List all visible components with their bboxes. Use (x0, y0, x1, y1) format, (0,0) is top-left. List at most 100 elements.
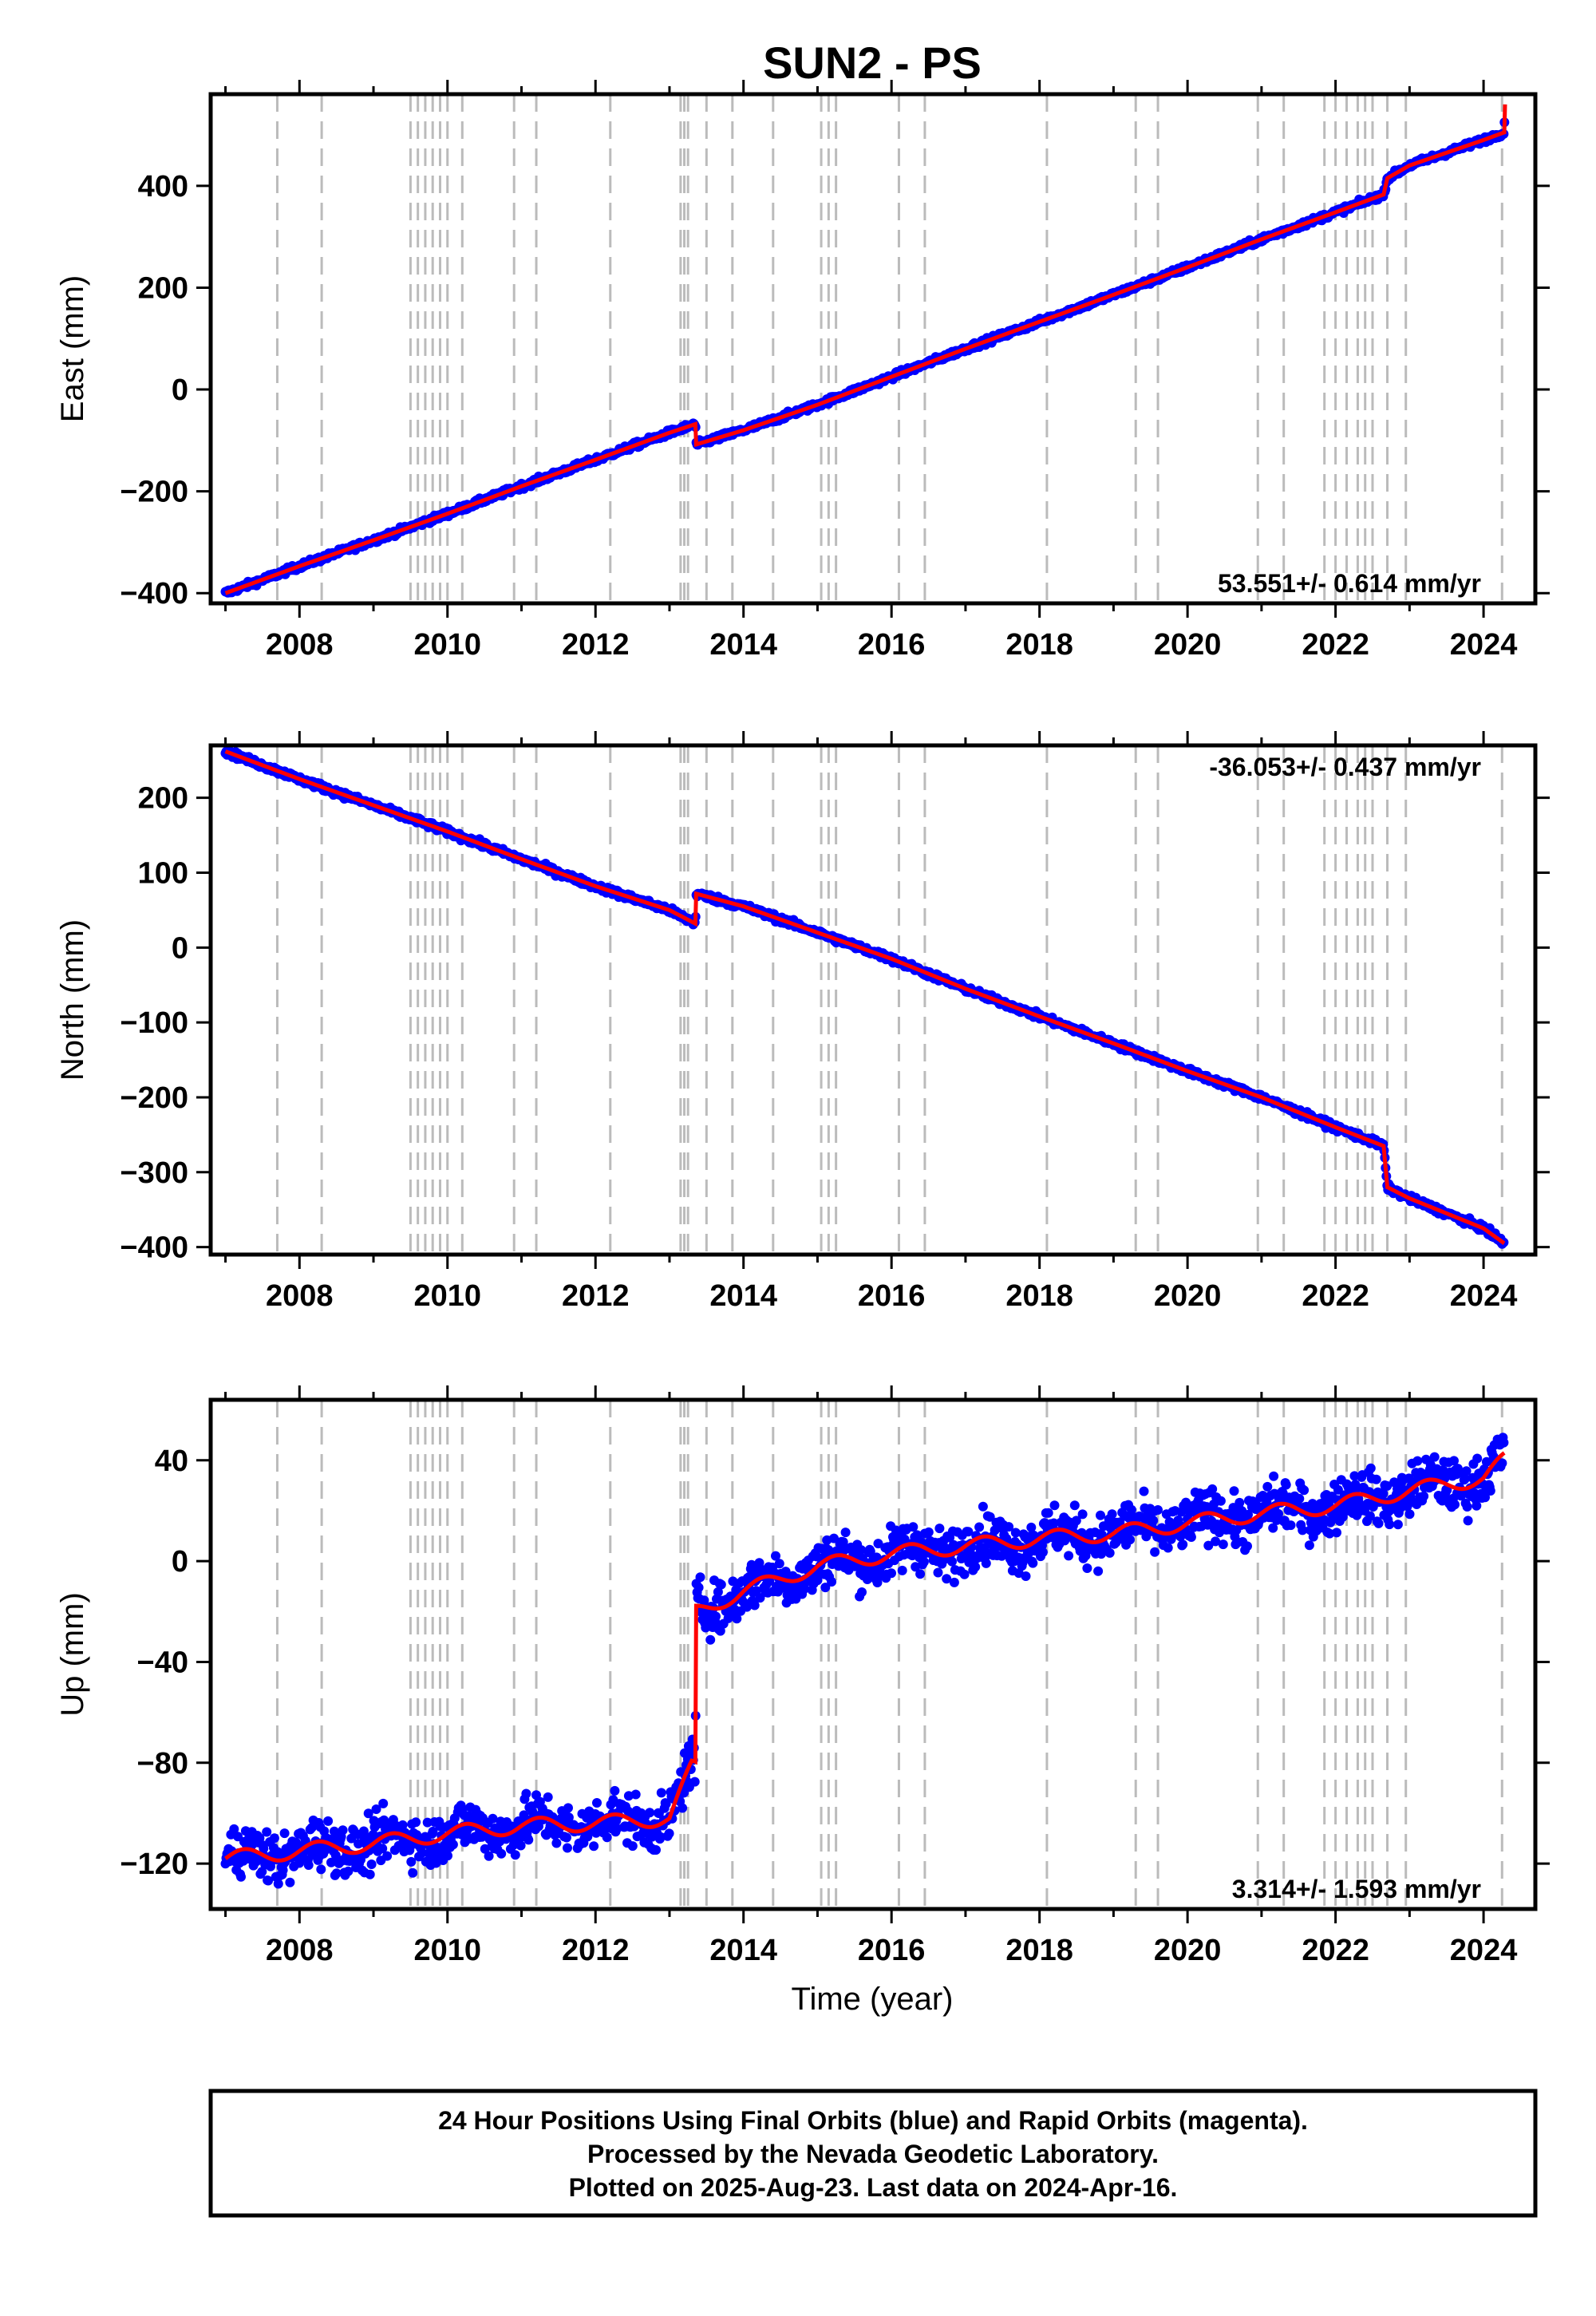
data-point (978, 1501, 988, 1512)
data-point (543, 1792, 553, 1802)
data-point (827, 1577, 837, 1587)
data-point (695, 1572, 705, 1583)
data-point (366, 1860, 377, 1869)
data-point (630, 1789, 641, 1800)
data-point (1082, 1563, 1092, 1573)
y-axis-label: North (mm) (55, 919, 90, 1081)
x-tick-label: 2024 (1450, 628, 1518, 662)
x-tick-label: 2008 (266, 628, 334, 662)
data-point (563, 1803, 573, 1813)
data-point (645, 1808, 655, 1818)
chart-title: SUN2 - PS (763, 38, 982, 88)
north-panel: 2008 2010 2012 2014 2016 2018 2020 2022 2024−400… (55, 731, 1550, 1313)
data-point (949, 1577, 959, 1587)
data-point (1028, 1558, 1038, 1568)
data-point (693, 1583, 704, 1593)
y-tick-label: 200 (138, 782, 188, 816)
data-point (923, 1527, 934, 1537)
data-point (279, 1828, 290, 1839)
x-tick-label: 2018 (1005, 1279, 1073, 1313)
data-point (959, 1569, 970, 1579)
data-point (262, 1827, 272, 1837)
data-point (316, 1864, 326, 1875)
data-point (915, 1569, 926, 1579)
data-point (1178, 1539, 1188, 1550)
y-tick-label: 100 (138, 857, 188, 891)
data-point (933, 1567, 943, 1578)
data-point (970, 1562, 981, 1572)
data-point (1150, 1547, 1160, 1557)
data-point (678, 1803, 688, 1813)
data-point (1218, 1539, 1228, 1550)
data-point (1037, 1547, 1048, 1557)
y-tick-label: −300 (120, 1156, 188, 1190)
data-point (1021, 1571, 1031, 1581)
data-point (236, 1871, 246, 1882)
x-tick-label: 2016 (858, 628, 926, 662)
data-point (602, 1832, 612, 1843)
y-tick-label: −100 (120, 1006, 188, 1040)
data-points (220, 1433, 1509, 1889)
x-tick-label: 2010 (413, 628, 481, 662)
data-point (323, 1816, 334, 1826)
y-tick-label: 200 (138, 271, 188, 305)
data-point (592, 1798, 602, 1808)
data-point (918, 1557, 929, 1567)
data-point (1104, 1547, 1115, 1558)
data-point (651, 1845, 661, 1855)
data-point (338, 1825, 348, 1836)
data-point (523, 1835, 534, 1845)
x-tick-label: 2012 (562, 1279, 630, 1313)
data-point (1229, 1486, 1239, 1496)
x-tick-label: 2020 (1154, 628, 1222, 662)
data-point (273, 1879, 283, 1889)
data-point (857, 1587, 867, 1597)
data-point (1294, 1493, 1305, 1504)
data-point (411, 1817, 421, 1828)
data-point (656, 1788, 666, 1798)
data-point (563, 1843, 572, 1853)
data-point (664, 1828, 674, 1839)
data-point (448, 1840, 458, 1850)
data-point (1125, 1535, 1135, 1545)
data-point (974, 1522, 985, 1532)
data-point (1281, 1480, 1291, 1490)
x-tick-label: 2010 (413, 1279, 481, 1313)
data-point (1077, 1509, 1088, 1520)
data-point (551, 1838, 562, 1848)
data-point (716, 1579, 726, 1590)
data-point (285, 1877, 295, 1887)
y-tick-label: −400 (120, 577, 188, 611)
data-point (562, 1832, 571, 1843)
data-point (610, 1785, 620, 1796)
data-point (1064, 1551, 1074, 1561)
data-point (1139, 1486, 1149, 1496)
data-point (1215, 1496, 1226, 1506)
y-tick-label: −200 (120, 1081, 188, 1115)
rate-label: -36.053+/- 0.437 mm/yr (1209, 753, 1481, 781)
data-point (1163, 1543, 1173, 1553)
y-tick-label: 400 (138, 170, 188, 204)
x-tick-label: 2012 (562, 628, 630, 662)
data-point (589, 1841, 599, 1852)
data-point (1096, 1510, 1105, 1520)
data-point (897, 1565, 907, 1575)
x-tick-label: 2020 (1154, 1279, 1222, 1313)
y-tick-label: −200 (120, 476, 188, 509)
data-point (521, 1788, 531, 1799)
data-point (1049, 1500, 1060, 1511)
data-point (1186, 1532, 1196, 1542)
data-point (516, 1840, 526, 1851)
x-tick-label: 2016 (858, 1279, 926, 1313)
x-tick-label: 2014 (709, 628, 777, 662)
data-point (1242, 1541, 1252, 1551)
y-tick-label: −400 (120, 1231, 188, 1265)
up-panel: 2008 2010 2012 2014 2016 2018 2020 2022 2024−120… (55, 1385, 1550, 1967)
data-point (689, 1777, 700, 1787)
data-point (1262, 1481, 1273, 1492)
data-point (1093, 1566, 1104, 1576)
east-panel: 2008 2010 2012 2014 2016 2018 2020 2022 2024−400… (55, 80, 1550, 662)
data-point (1299, 1485, 1310, 1496)
x-tick-label: 2018 (1005, 628, 1073, 662)
data-point (510, 1850, 520, 1860)
